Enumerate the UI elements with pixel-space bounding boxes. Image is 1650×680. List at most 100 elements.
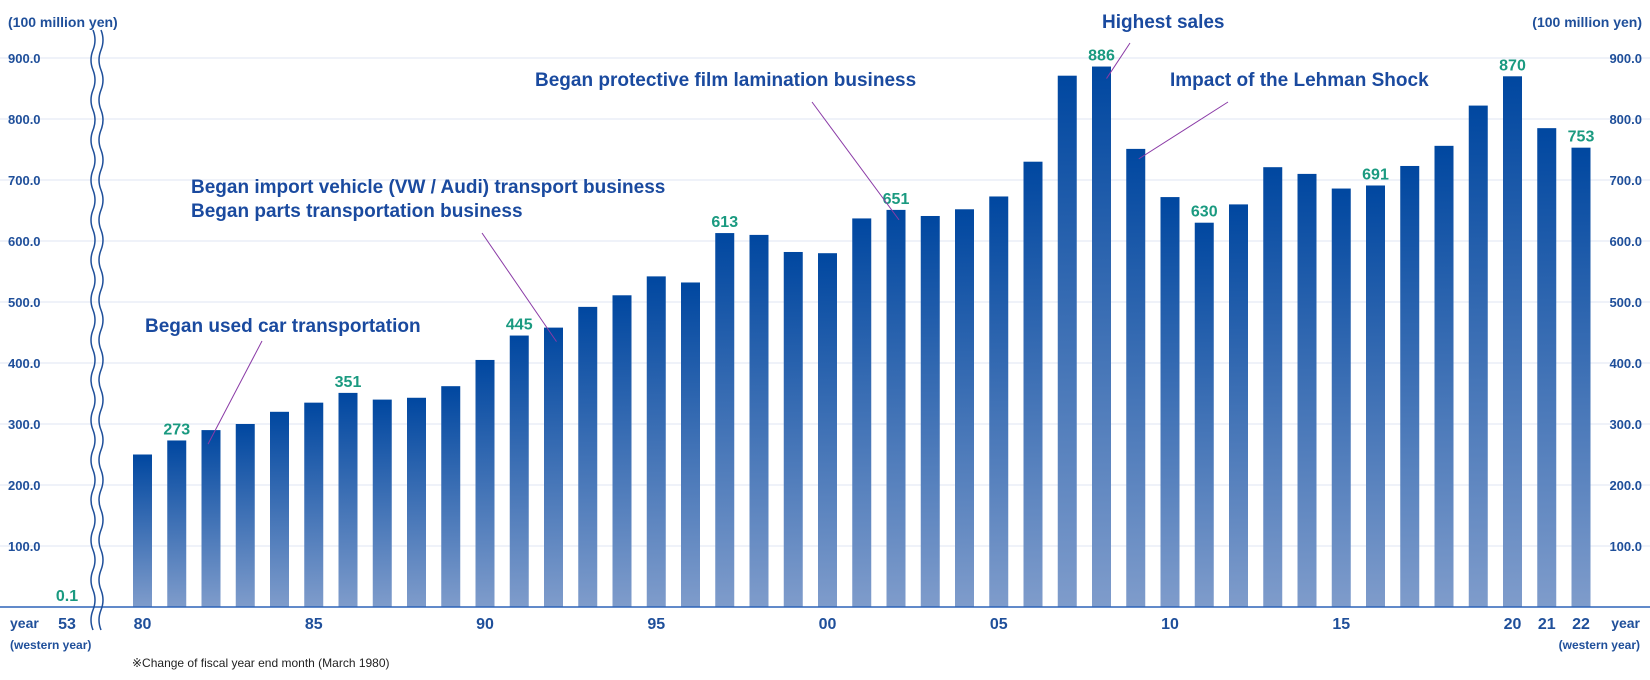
annotation-text: Impact of the Lehman Shock: [1170, 70, 1429, 91]
annotation-text: Began protective film lamination busines…: [535, 70, 916, 91]
bar-1997: [715, 233, 735, 607]
y-tick-label-left: 800.0: [8, 112, 41, 127]
x-axis-sub-right: (western year): [1559, 638, 1640, 652]
bar-1987: [372, 399, 392, 607]
x-tick-label: 10: [1161, 616, 1179, 633]
bar-2005: [989, 196, 1009, 607]
bar-2017: [1400, 165, 1420, 607]
x-tick-label: 53: [58, 616, 76, 633]
bar-1981: [167, 440, 187, 607]
bars: [57, 66, 1591, 608]
y-tick-label-left: 600.0: [8, 234, 41, 249]
annotation-leader-line: [811, 101, 900, 221]
x-tick-label: 05: [990, 616, 1008, 633]
bar-2001: [852, 218, 872, 607]
bar-1992: [544, 327, 563, 607]
bar-2000: [818, 253, 837, 607]
annotation: Began used car transportation: [145, 316, 421, 445]
y-tick-label-left: 400.0: [8, 356, 41, 371]
data-label: 0.1: [56, 588, 78, 605]
bar-2007: [1057, 75, 1077, 607]
y-tick-label-left: 100.0: [8, 539, 41, 554]
bar-1996: [681, 282, 700, 607]
annotation-leader-line: [481, 232, 557, 342]
data-label: 351: [335, 374, 362, 391]
x-tick-label: 85: [305, 616, 323, 633]
x-tick-label: 95: [647, 616, 665, 633]
data-label: 445: [506, 317, 533, 334]
bar-1989: [441, 386, 461, 607]
y-tick-label-right: 400.0: [1609, 356, 1642, 371]
y-tick-label-right: 200.0: [1609, 478, 1642, 493]
x-tick-label: 22: [1572, 616, 1590, 633]
annotation-leader-line: [1106, 42, 1131, 79]
x-tick-label: 80: [134, 616, 152, 633]
y-tick-label-right: 100.0: [1609, 539, 1642, 554]
bar-1988: [407, 397, 426, 607]
axis-break-marker: [90, 29, 104, 631]
annotation-text: Began import vehicle (VW / Audi) transpo…: [191, 177, 665, 198]
bar-1984: [270, 411, 289, 607]
y-tick-label-right: 700.0: [1609, 173, 1642, 188]
bar-2019: [1468, 105, 1488, 607]
bar-1985: [304, 402, 324, 607]
bar-1982: [201, 430, 221, 607]
axis-break-line: [90, 29, 96, 631]
bar-1999: [783, 251, 803, 608]
y-tick-label-right: 600.0: [1609, 234, 1642, 249]
data-labels: 0.1 273 351 445 613 651 886 630 691 870 753: [56, 48, 1595, 605]
x-tick-label: 21: [1538, 616, 1556, 633]
bar-2018: [1434, 145, 1454, 607]
annotation: Highest sales: [1102, 12, 1225, 79]
annotation: Began protective film lamination busines…: [535, 70, 916, 221]
bar-1986: [338, 392, 358, 607]
annotation-leader-line: [1138, 101, 1229, 160]
data-label: 273: [163, 421, 190, 438]
data-label: 870: [1499, 57, 1526, 74]
axes: 100.0 100.0 200.0 200.0 300.0 300.0 400.0 400.0…: [0, 29, 1650, 633]
bar-1994: [612, 295, 632, 607]
y-tick-label-left: 500.0: [8, 295, 41, 310]
bar-1993: [578, 306, 598, 607]
bar-1990: [475, 359, 495, 607]
y-tick-label-right: 900.0: [1609, 51, 1642, 66]
bar-1983: [235, 424, 255, 607]
x-axis-word-left: year: [10, 615, 39, 631]
x-axis-word-right: year: [1611, 615, 1640, 631]
y-tick-label-right: 500.0: [1609, 295, 1642, 310]
left-unit-label: (100 million yen): [8, 14, 118, 30]
bar-2013: [1263, 167, 1283, 607]
annotation: Impact of the Lehman Shock: [1138, 70, 1429, 160]
annotation-leader-line: [207, 340, 263, 445]
annotations: Began used car transportation Began impor…: [145, 12, 1429, 445]
bar-1995: [646, 276, 666, 607]
x-tick-label: 90: [476, 616, 494, 633]
bar-1991: [509, 335, 529, 607]
bar-1980: [133, 454, 152, 607]
bar-2021: [1537, 128, 1557, 607]
bar-2006: [1023, 161, 1043, 607]
bar-2022: [1571, 147, 1591, 608]
y-tick-label-left: 900.0: [8, 51, 41, 66]
x-tick-label: 20: [1504, 616, 1522, 633]
x-tick-label: 15: [1332, 616, 1350, 633]
right-unit-label: (100 million yen): [1532, 14, 1642, 30]
data-label: 613: [711, 214, 738, 231]
bar-2003: [920, 215, 940, 608]
data-label: 886: [1088, 48, 1115, 65]
bar-2012: [1229, 204, 1248, 607]
footnote: ※Change of fiscal year end month (March …: [132, 656, 390, 670]
annotation-text: Began used car transportation: [145, 316, 421, 337]
y-tick-label-right: 300.0: [1609, 417, 1642, 432]
bar-2008: [1092, 66, 1111, 608]
bar-2020: [1503, 76, 1522, 608]
y-tick-label-left: 700.0: [8, 173, 41, 188]
data-label: 651: [883, 191, 910, 208]
bar-2011: [1194, 222, 1214, 607]
bar-2014: [1297, 173, 1317, 607]
bar-2015: [1331, 188, 1351, 608]
bar-2002: [886, 209, 906, 607]
x-axis-sub-left: (western year): [10, 638, 91, 652]
x-tick-label: 00: [819, 616, 837, 633]
